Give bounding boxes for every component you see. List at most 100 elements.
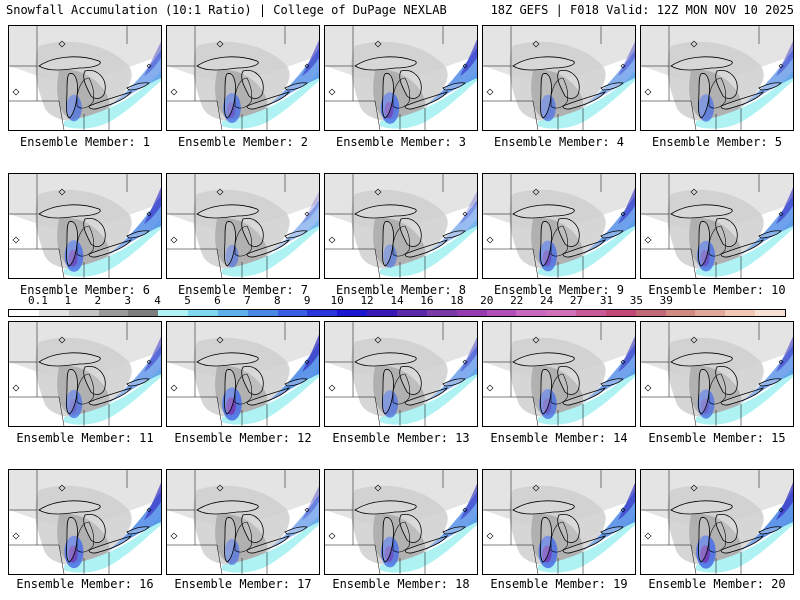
- east-heavy-band: [460, 483, 477, 520]
- island-outline: [170, 384, 178, 392]
- lake-effect-snow: [383, 244, 397, 268]
- lake-huron: [715, 514, 738, 543]
- lake-ontario: [126, 378, 150, 387]
- snowfall-map: [483, 174, 635, 278]
- lake-ontario: [442, 82, 466, 91]
- east-snow-band: [109, 195, 161, 254]
- island-outline: [690, 40, 698, 48]
- lake-michigan: [224, 73, 236, 119]
- east-snow-band: [425, 492, 477, 550]
- island-outline: [374, 188, 382, 196]
- east-heavy-band: [144, 187, 161, 224]
- state-boundaries: [9, 322, 128, 426]
- lake-ontario: [600, 378, 624, 387]
- ensemble-member-label: Ensemble Member: 11: [16, 431, 154, 445]
- lake-michigan: [224, 517, 236, 563]
- map-title: Snowfall Accumulation (10:1 Ratio) | Col…: [6, 3, 447, 17]
- lake-erie: [88, 239, 132, 258]
- state-boundaries: [483, 26, 602, 130]
- east-heavy-band: [144, 41, 161, 76]
- east-snow-band: [741, 345, 793, 402]
- lake-ontario: [600, 526, 624, 535]
- island-outline: [690, 188, 698, 196]
- lake-superior: [512, 352, 575, 367]
- island-outline: [486, 532, 494, 540]
- snowfall-map-panel: [482, 25, 636, 131]
- east-heavy-band: [776, 482, 793, 520]
- lake-superior: [670, 352, 733, 367]
- state-boundaries: [167, 322, 286, 426]
- ensemble-member-label: Ensemble Member: 7: [177, 283, 309, 297]
- lake-huron: [715, 366, 738, 395]
- east-snow-band: [583, 50, 635, 106]
- lake-michigan: [698, 221, 710, 267]
- island-outline: [644, 532, 652, 540]
- island-outline: [374, 336, 382, 344]
- island-outline: [486, 384, 494, 392]
- lake-michigan: [224, 221, 236, 267]
- lake-michigan: [540, 517, 552, 563]
- lake-huron: [241, 218, 264, 247]
- snowfall-map: [167, 174, 319, 278]
- island-outline: [58, 40, 66, 48]
- snowfall-map: [483, 26, 635, 130]
- michigan-outline: [708, 373, 727, 405]
- lake-huron: [557, 366, 580, 395]
- michigan-outline: [550, 373, 569, 405]
- east-snow-band: [741, 196, 793, 254]
- island-outline: [304, 211, 310, 217]
- lake-ontario: [758, 230, 782, 239]
- east-snow-band: [583, 344, 635, 402]
- colorbar-swatch: [217, 310, 248, 316]
- michigan-outline: [550, 77, 569, 109]
- island-outline: [620, 211, 626, 217]
- colorbar-swatch: [38, 310, 69, 316]
- east-heavy-band: [460, 191, 477, 224]
- state-boundaries: [483, 470, 602, 574]
- island-outline: [690, 484, 698, 492]
- state-boundaries: [9, 470, 128, 574]
- colorbar-swatch: [98, 310, 129, 316]
- michigan-outline: [550, 521, 569, 553]
- east-heavy-band: [618, 482, 635, 520]
- snowfall-map-panel: [640, 173, 794, 279]
- lake-effect-snow: [697, 240, 715, 272]
- state-boundaries: [641, 322, 760, 426]
- lake-huron: [83, 366, 106, 395]
- snowfall-map-panel: [8, 321, 162, 427]
- ensemble-member-label: Ensemble Member: 13: [332, 431, 470, 445]
- island-outline: [532, 188, 540, 196]
- michigan-outline: [392, 77, 411, 109]
- ensemble-member-label: Ensemble Member: 3: [335, 135, 467, 149]
- lake-ontario: [758, 378, 782, 387]
- island-outline: [146, 211, 152, 217]
- lake-ontario: [600, 82, 624, 91]
- snowfall-map: [641, 470, 793, 574]
- island-outline: [620, 507, 626, 513]
- colorbar-tick-label: 35: [629, 294, 643, 307]
- michigan-outline: [76, 521, 95, 553]
- lake-michigan: [66, 221, 78, 267]
- east-snow-band: [109, 491, 161, 550]
- lake-michigan: [224, 369, 236, 415]
- lake-michigan: [540, 369, 552, 415]
- michigan-outline: [234, 77, 253, 109]
- cyan-snow-band: [696, 367, 793, 425]
- lake-huron: [557, 218, 580, 247]
- lake-erie: [246, 239, 290, 258]
- island-outline: [12, 88, 20, 96]
- ensemble-member-label: Ensemble Member: 10: [648, 283, 786, 297]
- colorbar-tick-label: 1: [64, 294, 72, 307]
- colorbar-tick-label: 3: [124, 294, 131, 307]
- colorbar-swatch: [605, 310, 636, 316]
- state-boundaries: [167, 470, 286, 574]
- lake-erie: [720, 239, 764, 258]
- lake-ontario: [442, 378, 466, 387]
- cyan-snow-band: [64, 71, 161, 129]
- island-outline: [532, 336, 540, 344]
- island-outline: [644, 88, 652, 96]
- colorbar-tick-label: 8: [273, 294, 281, 307]
- snowfall-map: [325, 322, 477, 426]
- colorbar-tick-label: 39: [659, 294, 673, 307]
- snowfall-map-panel: [640, 469, 794, 575]
